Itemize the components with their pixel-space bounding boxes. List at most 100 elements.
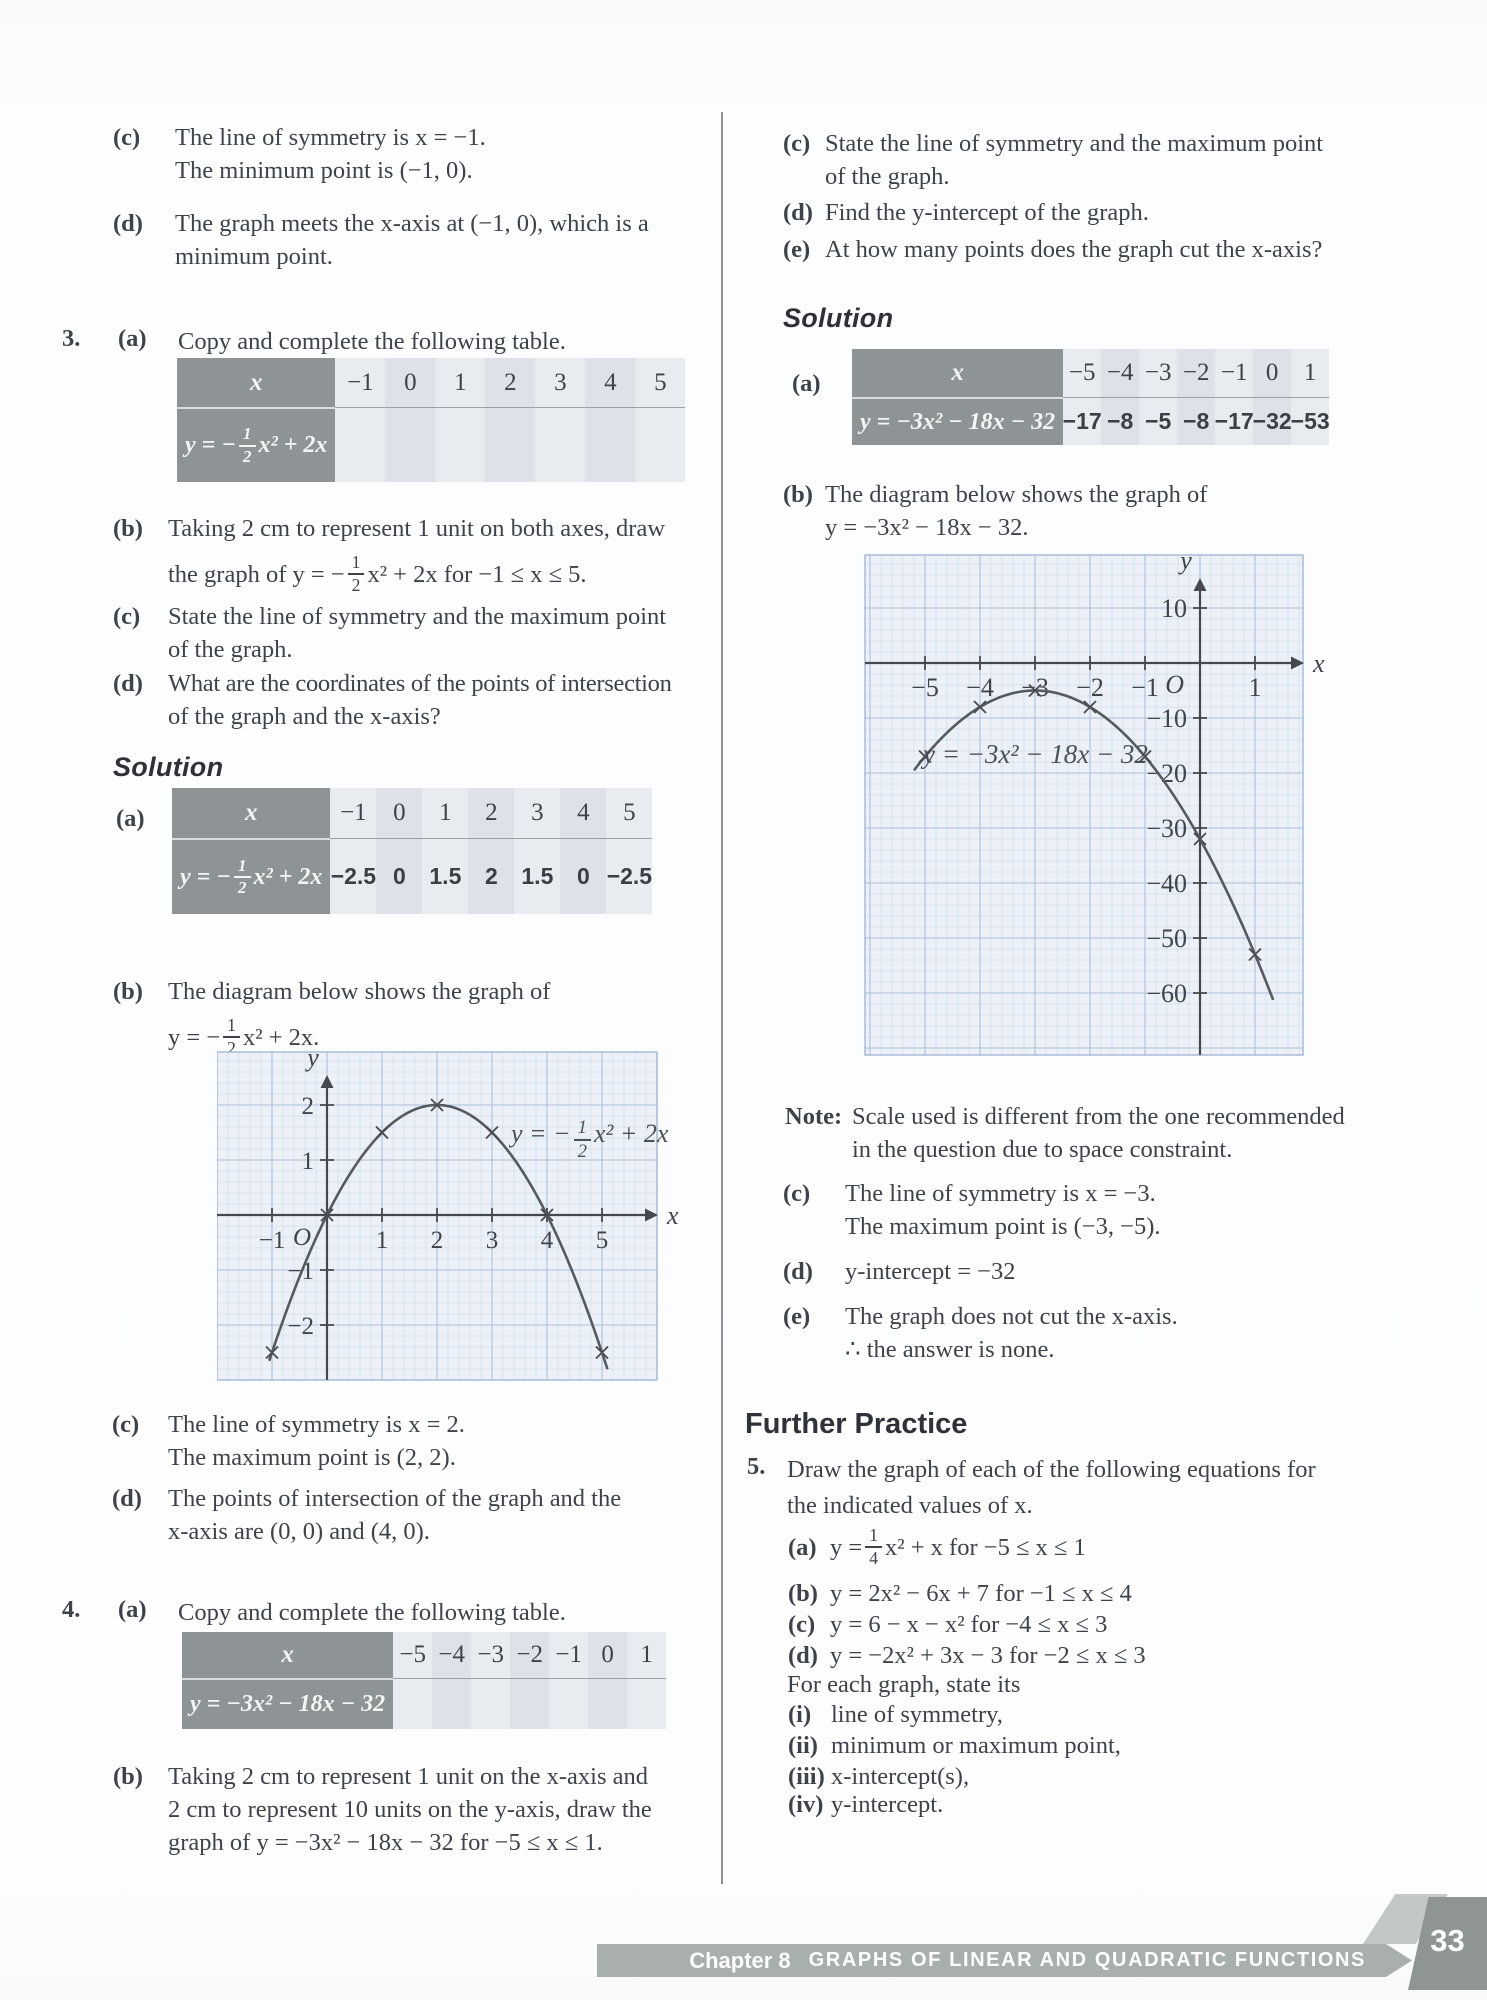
x-axis-arrow (645, 1208, 658, 1222)
answer-line: minimum point. (175, 243, 333, 270)
table-column: −1 (335, 358, 386, 482)
equation-pre: the graph of y = − (168, 560, 345, 588)
table-value-columns: −5 −4 −3 −2 −1 0 1 (393, 1632, 667, 1729)
table-cell-x: 2 (468, 788, 515, 839)
y-tick-label: 1 (302, 1148, 315, 1175)
solution-3d: (d) The points of intersection of the gr… (112, 1482, 621, 1548)
table-q4-blank: x y = −3x² − 18x − 32 −5 −4 −3 −2 −1 0 1 (182, 1632, 667, 1729)
note-line: in the question due to space constraint. (852, 1136, 1233, 1163)
equation-line: y = −2x² + 3x − 3 for −2 ≤ x ≤ 3 (830, 1642, 1146, 1669)
question-3d: (d) What are the coordinates of the poin… (113, 667, 672, 733)
fraction-numerator: 1 (865, 1526, 883, 1548)
x-tick-label: −3 (1021, 673, 1049, 702)
item-label: (d) (788, 1642, 818, 1669)
table-cell-x: −2 (1177, 349, 1216, 398)
table-column: 5 −2.5 (606, 788, 653, 914)
equation-pre: y = − (511, 1119, 571, 1149)
table-cell-x: 0 (1253, 349, 1292, 398)
fraction-denominator: 2 (351, 575, 361, 595)
item-label: (c) (112, 1411, 140, 1438)
item-label: (c) (783, 1180, 811, 1207)
further-practice-heading: Further Practice (745, 1408, 968, 1440)
table-header-column: x y = −1 2 x² + 2x (172, 788, 331, 914)
table-column: −3 (471, 1632, 511, 1729)
table-cell-y: 2 (484, 862, 498, 889)
equation-line: y = 2x² − 6x + 7 for −1 ≤ x ≤ 4 (830, 1580, 1132, 1607)
table-column: −1 (549, 1632, 589, 1729)
item-label: (iii) (788, 1763, 825, 1790)
table-cell-y: −17 (1062, 407, 1102, 434)
table-x-label: x (172, 788, 331, 840)
question-5-text: Draw the graph of each of the following … (787, 1453, 1316, 1522)
equation-post: x² + x for −5 ≤ x ≤ 1 (885, 1533, 1086, 1561)
answer-line: The line of symmetry is x = −1. (175, 124, 486, 151)
list-line: line of symmetry, (831, 1701, 1003, 1728)
footer-bar: Chapter 8 GRAPHS OF LINEAR AND QUADRATIC… (597, 1944, 1412, 1977)
x-axis-label: x (1312, 649, 1325, 678)
item-label: (b) (783, 481, 813, 508)
table-cell-x: 3 (514, 788, 561, 839)
table-cell-x: −3 (1139, 349, 1178, 398)
data-point-cross (973, 700, 987, 714)
table-cell-y (393, 1679, 432, 1728)
fraction-numerator: 1 (347, 553, 365, 575)
question-5i: (i) line of symmetry, (788, 1698, 1003, 1731)
table-cell-x: 1 (1291, 349, 1330, 398)
question-5c: (c) y = 6 − x − x² for −4 ≤ x ≤ 3 (788, 1608, 1107, 1641)
question-c-right: (c) State the line of symmetry and the m… (783, 127, 1323, 193)
item-label: (a) (792, 370, 821, 397)
question-5iii: (iii) x-intercept(s), (788, 1760, 969, 1793)
question-line: At how many points does the graph cut th… (825, 236, 1323, 263)
item-label: (c) (783, 130, 811, 157)
x-tick-label: −1 (1131, 673, 1159, 702)
item-label: (d) (113, 670, 143, 697)
solution-line: y = −3x² − 18x − 32. (825, 514, 1029, 541)
note-block: Note: Scale used is different from the o… (785, 1100, 1345, 1166)
table-column: 0 −32 (1253, 349, 1292, 445)
table-column: 4 (585, 358, 636, 482)
item-label: (e) (783, 1303, 811, 1330)
question-4b: (b) Taking 2 cm to represent 1 unit on t… (113, 1760, 652, 1859)
table-cell-x: 2 (485, 358, 536, 408)
fraction-denominator: 2 (577, 1140, 587, 1162)
x-tick-label: 4 (541, 1227, 554, 1254)
item-label: (a) (118, 325, 147, 352)
table-cell-x: 5 (635, 358, 686, 408)
table-column: 3 1.5 (514, 788, 561, 914)
table-cell-x: 5 (606, 788, 653, 839)
question-line: graph of y = −3x² − 18x − 32 for −5 ≤ x … (168, 1829, 603, 1856)
table-cell-y (588, 1679, 627, 1728)
item-label: (d) (113, 210, 143, 237)
table-cell-x: −5 (1063, 349, 1102, 398)
list-line: minimum or maximum point, (831, 1732, 1121, 1759)
solution-line: The line of symmetry is x = 2. (168, 1411, 465, 1438)
item-label: (a) (118, 1596, 147, 1623)
item-label: (c) (788, 1611, 816, 1638)
table-cell-y: −8 (1107, 407, 1134, 434)
list-line: y-intercept. (831, 1791, 944, 1818)
fraction-denominator: 2 (227, 1038, 236, 1058)
table-cell-x: 0 (588, 1632, 628, 1679)
data-point-cross (1138, 749, 1152, 764)
q3-graph-plot: xyO−1 1 2 3 4 521−1−2 (216, 1043, 679, 1381)
table-header-column: x y = −3x² − 18x − 32 (182, 1632, 394, 1729)
data-point-cross (1193, 832, 1207, 846)
table-cell-x: 4 (560, 788, 607, 839)
solution-line: The graph does not cut the x-axis. (845, 1303, 1178, 1330)
equation-line: y = 6 − x − x² for −4 ≤ x ≤ 3 (830, 1611, 1108, 1638)
x-axis-arrow (1291, 656, 1304, 670)
table-column: −2 −8 (1177, 349, 1216, 445)
table-value-columns: −5 −17 −4 −8 −3 −5 −2 −8 −1 −17 0 −32 1 −53 (1062, 349, 1330, 445)
table-column: 3 (535, 358, 586, 482)
data-point-cross (1083, 700, 1097, 714)
origin-label: O (1165, 670, 1184, 699)
x-tick-label: −5 (911, 673, 939, 702)
table-cell-y (585, 408, 635, 481)
solution-line: ∴ the answer is none. (845, 1336, 1055, 1363)
y-tick-label: −60 (1146, 979, 1187, 1008)
question-line: Taking 2 cm to represent 1 unit on the x… (168, 1763, 648, 1790)
table-column: −2 (510, 1632, 550, 1729)
